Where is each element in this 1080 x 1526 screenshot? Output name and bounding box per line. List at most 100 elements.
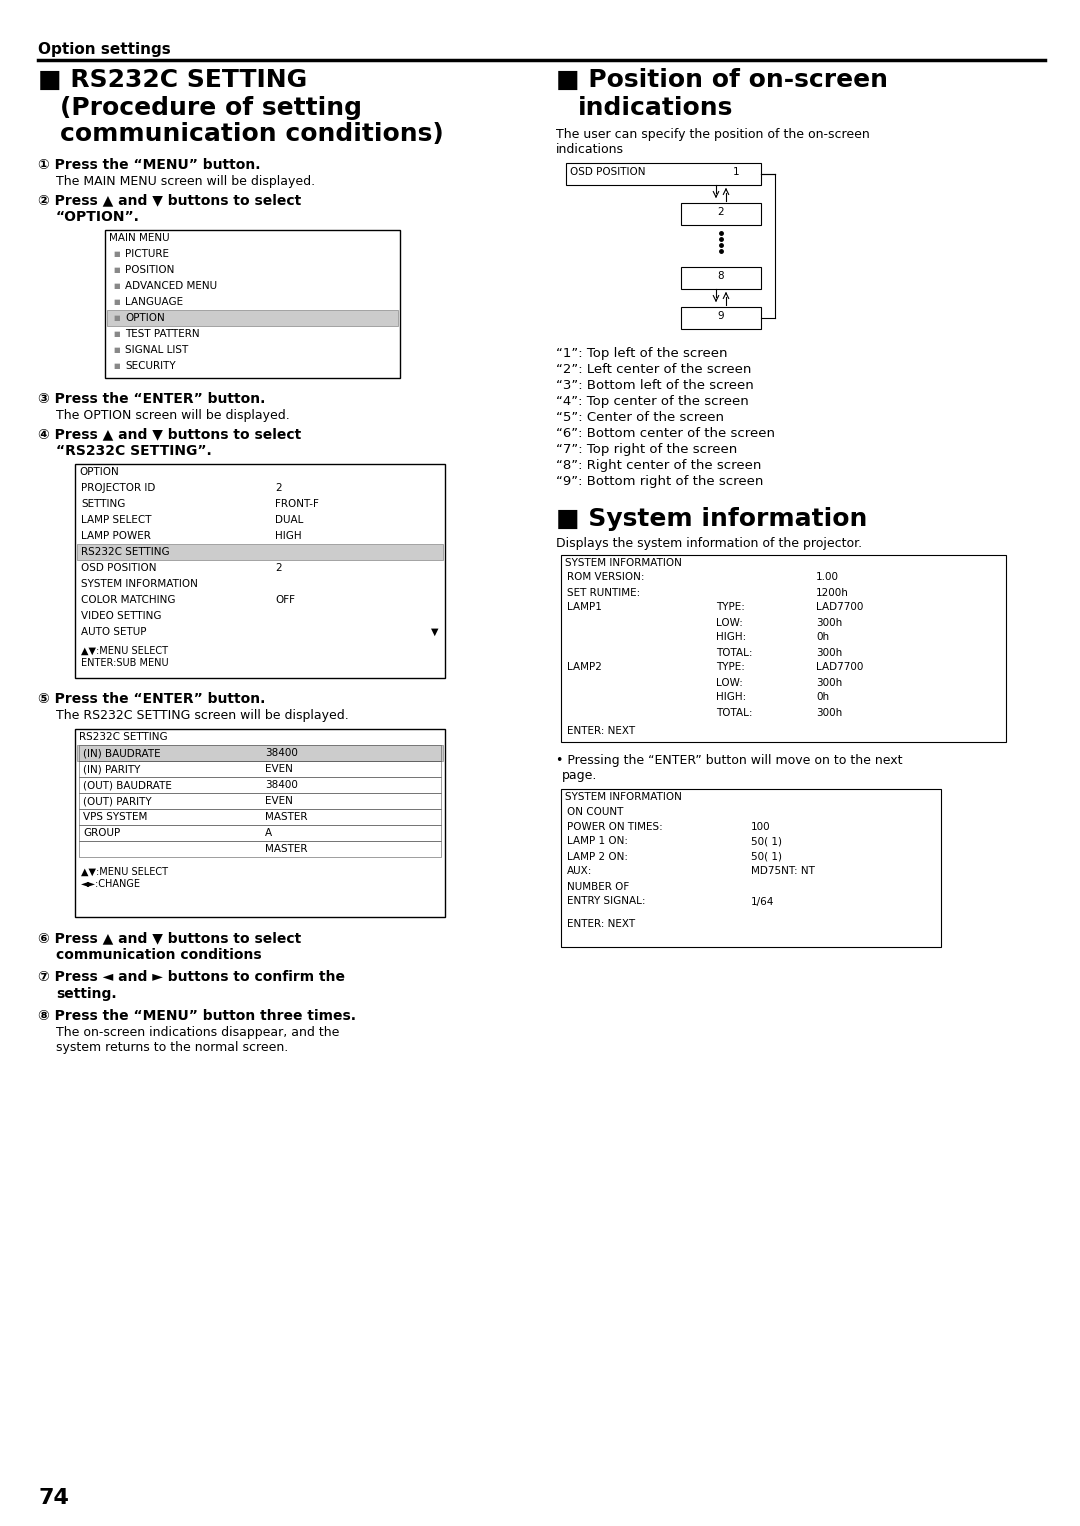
Text: ■: ■ <box>113 314 120 320</box>
Text: 300h: 300h <box>816 618 842 627</box>
Text: PICTURE: PICTURE <box>125 249 168 259</box>
Text: ■: ■ <box>113 299 120 305</box>
Text: VPS SYSTEM: VPS SYSTEM <box>83 812 147 823</box>
Text: HIGH:: HIGH: <box>716 632 746 642</box>
Text: OSD POSITION: OSD POSITION <box>81 563 157 572</box>
Text: ⑧ Press the “MENU” button three times.: ⑧ Press the “MENU” button three times. <box>38 1009 356 1022</box>
Text: ■ System information: ■ System information <box>556 507 867 531</box>
Text: 300h: 300h <box>816 678 842 688</box>
Text: ■: ■ <box>113 267 120 273</box>
Text: PROJECTOR ID: PROJECTOR ID <box>81 484 156 493</box>
Text: A: A <box>265 829 272 838</box>
Text: EVEN: EVEN <box>265 797 293 806</box>
Text: 2: 2 <box>275 484 282 493</box>
Text: TYPE:: TYPE: <box>716 603 745 612</box>
Text: TYPE:: TYPE: <box>716 662 745 673</box>
Text: ① Press the “MENU” button.: ① Press the “MENU” button. <box>38 159 260 172</box>
Bar <box>75 729 445 917</box>
Text: 50( 1): 50( 1) <box>751 852 782 862</box>
Text: ENTER: NEXT: ENTER: NEXT <box>567 726 635 736</box>
Text: communication conditions): communication conditions) <box>60 122 444 146</box>
Text: POSITION: POSITION <box>125 266 174 275</box>
Text: “4”: Top center of the screen: “4”: Top center of the screen <box>556 395 748 407</box>
Bar <box>79 841 441 858</box>
Text: HIGH:: HIGH: <box>716 693 746 702</box>
Bar <box>79 809 441 826</box>
Text: ■: ■ <box>113 346 120 353</box>
Text: 9: 9 <box>718 311 725 320</box>
Text: RS232C SETTING: RS232C SETTING <box>81 546 170 557</box>
Text: NUMBER OF: NUMBER OF <box>567 882 630 891</box>
Text: “3”: Bottom left of the screen: “3”: Bottom left of the screen <box>556 378 754 392</box>
Text: ④ Press ▲ and ▼ buttons to select: ④ Press ▲ and ▼ buttons to select <box>38 427 301 441</box>
Text: (IN) PARITY: (IN) PARITY <box>83 765 140 774</box>
Text: “9”: Bottom right of the screen: “9”: Bottom right of the screen <box>556 475 764 488</box>
Text: TOTAL:: TOTAL: <box>716 708 753 717</box>
Text: RS232C SETTING: RS232C SETTING <box>79 732 167 742</box>
Bar <box>681 203 761 224</box>
Text: ON COUNT: ON COUNT <box>567 807 623 816</box>
Bar <box>75 464 445 678</box>
Text: 8: 8 <box>718 272 725 281</box>
Bar <box>561 555 1005 742</box>
Text: LAMP 2 ON:: LAMP 2 ON: <box>567 852 627 862</box>
Bar <box>566 163 761 185</box>
Text: • Pressing the “ENTER” button will move on to the next: • Pressing the “ENTER” button will move … <box>556 754 903 768</box>
Bar <box>79 826 441 841</box>
Text: AUX:: AUX: <box>567 867 592 876</box>
Bar <box>77 543 443 560</box>
Text: 1200h: 1200h <box>816 588 849 598</box>
Text: The OPTION screen will be displayed.: The OPTION screen will be displayed. <box>56 409 289 423</box>
Text: AUTO SETUP: AUTO SETUP <box>81 627 147 636</box>
Text: LAMP 1 ON:: LAMP 1 ON: <box>567 836 627 847</box>
Text: (OUT) BAUDRATE: (OUT) BAUDRATE <box>83 780 172 790</box>
Text: LAMP2: LAMP2 <box>567 662 602 673</box>
Text: ⑥ Press ▲ and ▼ buttons to select: ⑥ Press ▲ and ▼ buttons to select <box>38 931 301 945</box>
Text: ② Press ▲ and ▼ buttons to select: ② Press ▲ and ▼ buttons to select <box>38 192 301 208</box>
Text: “6”: Bottom center of the screen: “6”: Bottom center of the screen <box>556 427 775 439</box>
Text: SIGNAL LIST: SIGNAL LIST <box>125 345 188 356</box>
Text: ■ RS232C SETTING: ■ RS232C SETTING <box>38 69 307 92</box>
Text: OPTION: OPTION <box>125 313 165 324</box>
Text: ▲▼:MENU SELECT: ▲▼:MENU SELECT <box>81 645 168 656</box>
Text: GROUP: GROUP <box>83 829 120 838</box>
Text: MD75NT: NT: MD75NT: NT <box>751 867 815 876</box>
Text: 1/64: 1/64 <box>751 896 774 906</box>
Text: The MAIN MENU screen will be displayed.: The MAIN MENU screen will be displayed. <box>56 175 315 188</box>
Text: TEST PATTERN: TEST PATTERN <box>125 330 200 339</box>
Text: indications: indications <box>578 96 733 121</box>
Text: “1”: Top left of the screen: “1”: Top left of the screen <box>556 346 728 360</box>
Text: ENTER:SUB MENU: ENTER:SUB MENU <box>81 658 168 668</box>
Text: page.: page. <box>562 769 597 781</box>
Text: (Procedure of setting: (Procedure of setting <box>60 96 362 121</box>
Text: ⑦ Press ◄ and ► buttons to confirm the: ⑦ Press ◄ and ► buttons to confirm the <box>38 971 345 984</box>
Text: system returns to the normal screen.: system returns to the normal screen. <box>56 1041 288 1054</box>
Text: LOW:: LOW: <box>716 678 743 688</box>
Text: FRONT-F: FRONT-F <box>275 499 319 510</box>
Text: ■: ■ <box>113 250 120 256</box>
Text: COLOR MATCHING: COLOR MATCHING <box>81 595 175 604</box>
Text: LAMP1: LAMP1 <box>567 603 602 612</box>
Text: “RS232C SETTING”.: “RS232C SETTING”. <box>56 444 212 458</box>
Bar <box>79 777 441 794</box>
Text: indications: indications <box>556 143 624 156</box>
Text: The on-screen indications disappear, and the: The on-screen indications disappear, and… <box>56 1025 339 1039</box>
Text: SYSTEM INFORMATION: SYSTEM INFORMATION <box>81 578 198 589</box>
Text: 1.00: 1.00 <box>816 572 839 583</box>
Text: “OPTION”.: “OPTION”. <box>56 211 140 224</box>
Text: ▼: ▼ <box>431 627 438 636</box>
Text: ③ Press the “ENTER” button.: ③ Press the “ENTER” button. <box>38 392 266 406</box>
Text: ■: ■ <box>113 282 120 288</box>
Bar <box>561 789 941 948</box>
Text: LOW:: LOW: <box>716 618 743 627</box>
Text: MASTER: MASTER <box>265 812 308 823</box>
Bar <box>107 310 399 327</box>
Text: 38400: 38400 <box>265 748 298 758</box>
Bar <box>105 230 400 378</box>
Text: “5”: Center of the screen: “5”: Center of the screen <box>556 410 724 424</box>
Text: ■ Position of on-screen: ■ Position of on-screen <box>556 69 888 92</box>
Text: SETTING: SETTING <box>81 499 125 510</box>
Text: The RS232C SETTING screen will be displayed.: The RS232C SETTING screen will be displa… <box>56 710 349 722</box>
Text: LAD7700: LAD7700 <box>816 603 863 612</box>
Text: LAMP SELECT: LAMP SELECT <box>81 514 151 525</box>
